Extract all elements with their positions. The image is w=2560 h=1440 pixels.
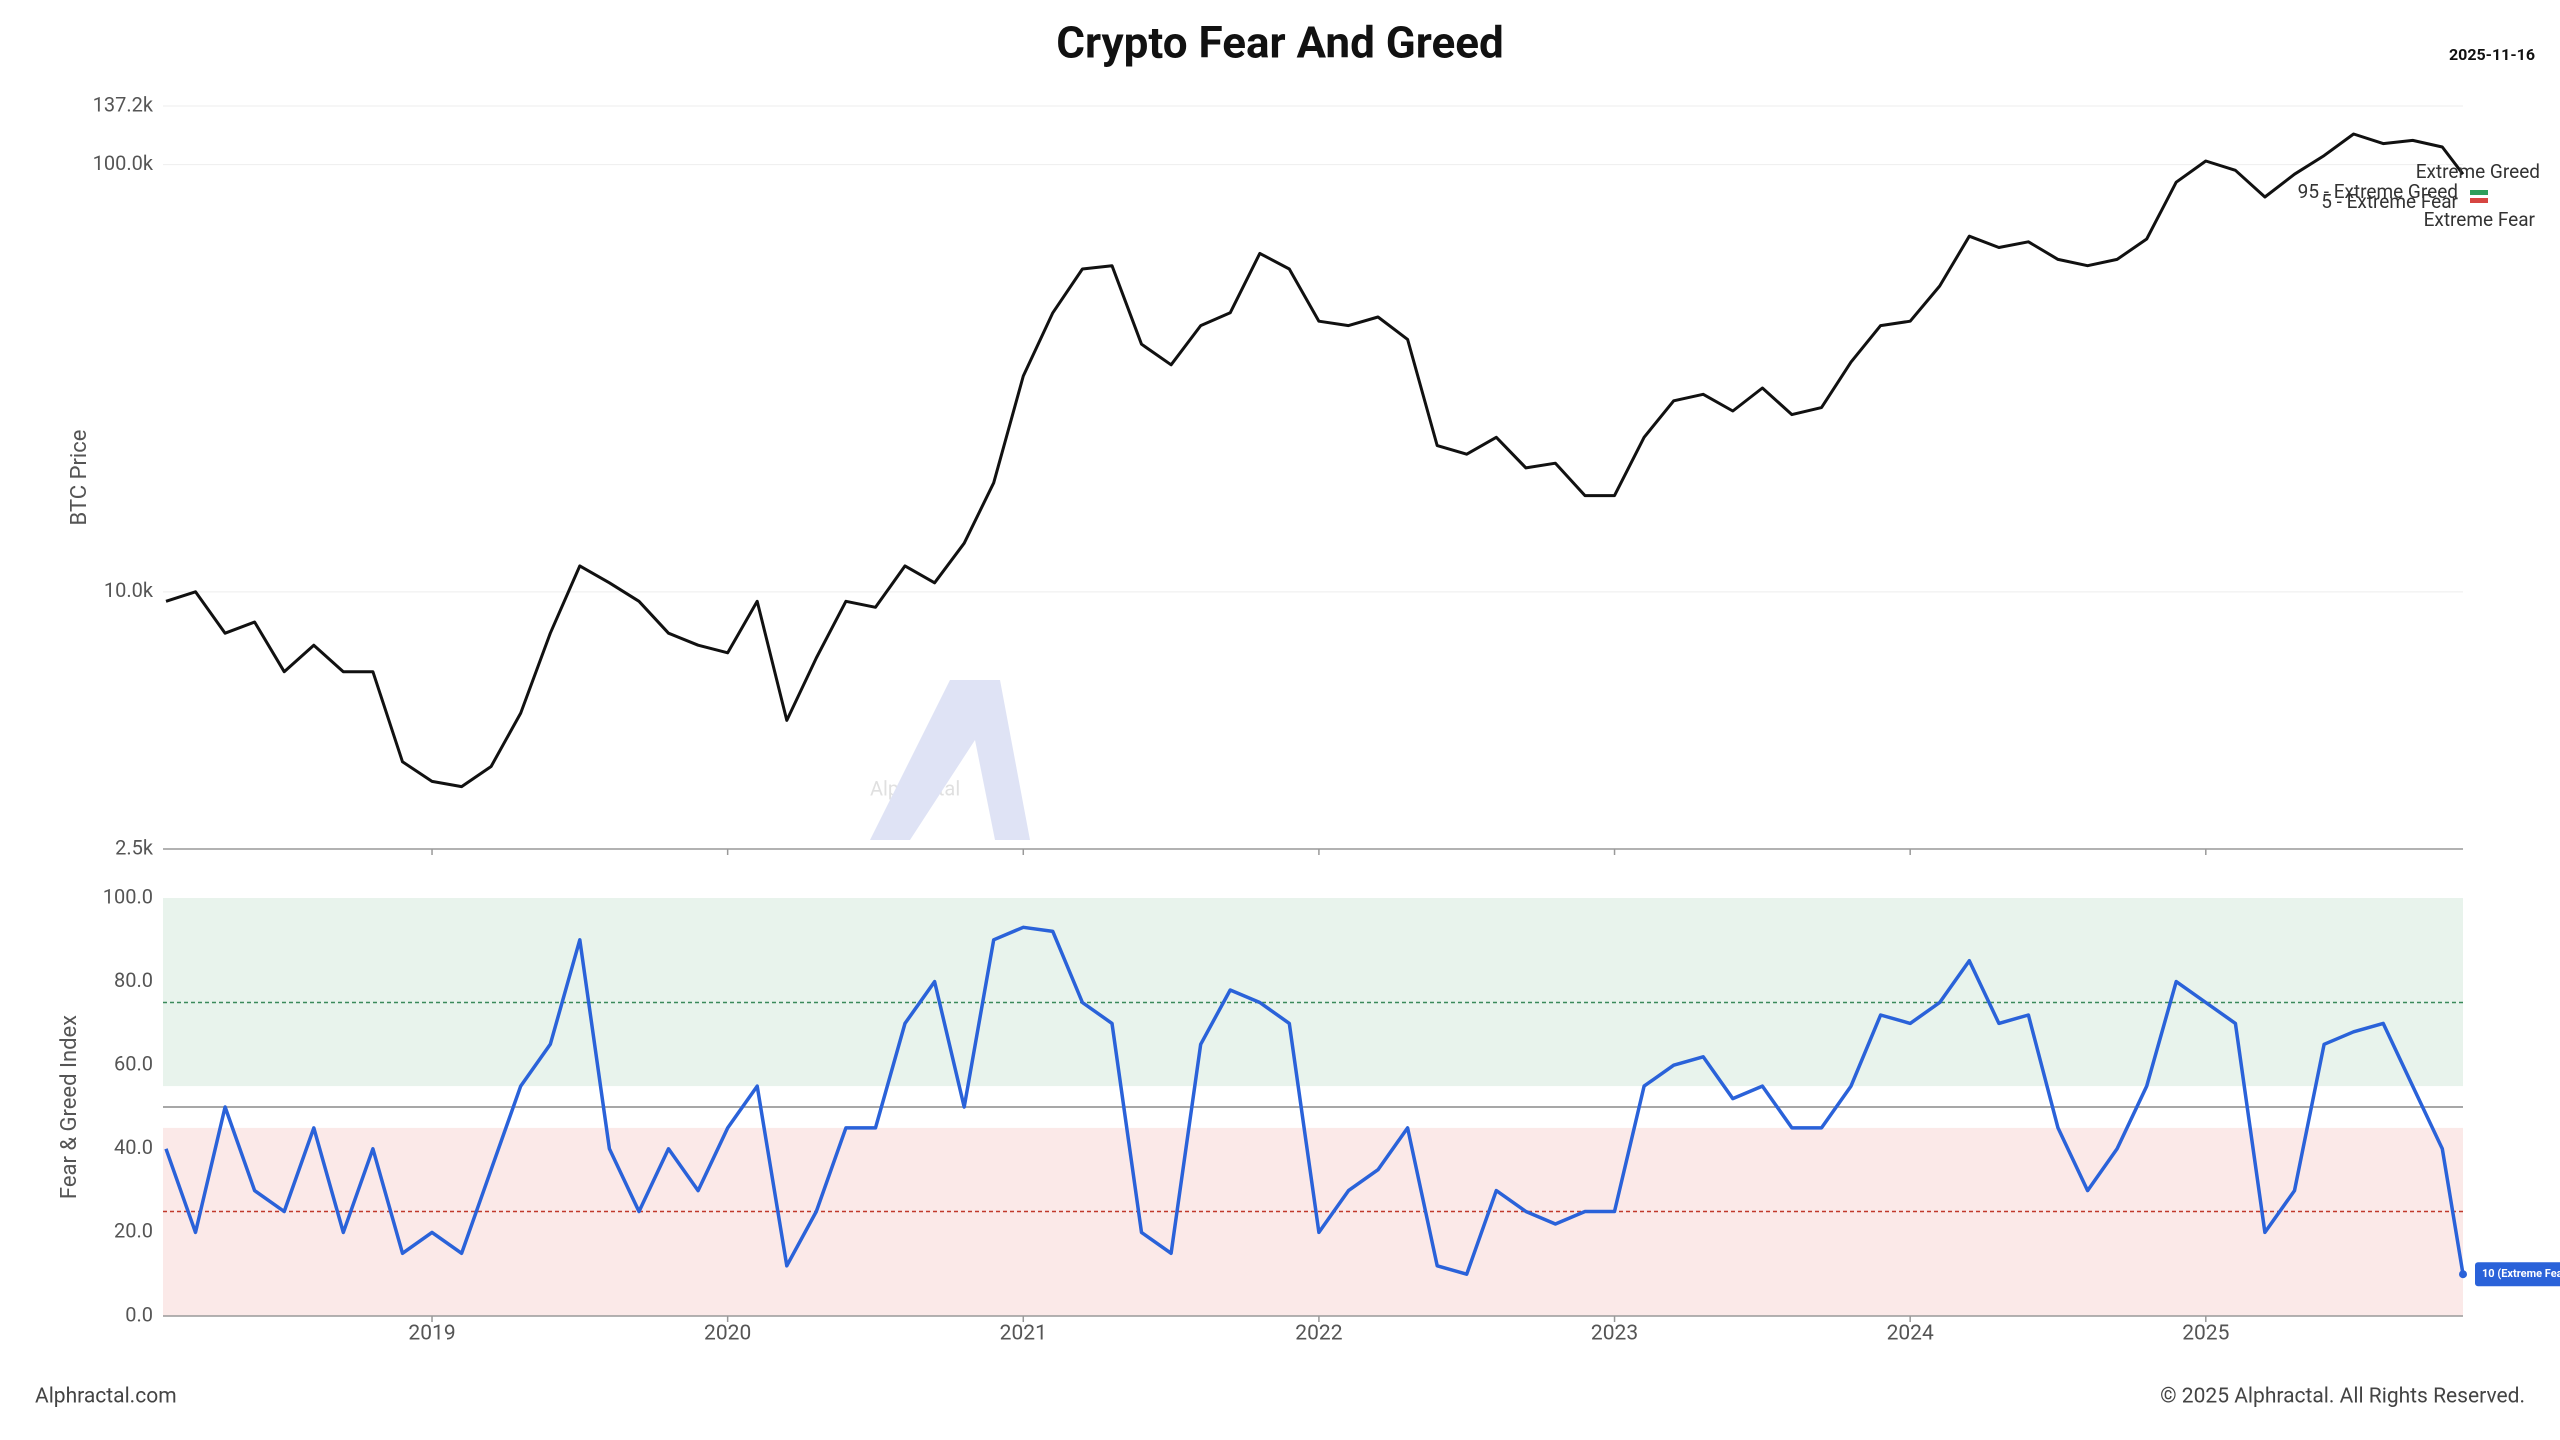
y-axis-label: BTC Price (67, 430, 92, 526)
y-tick-label: 137.2k (93, 92, 154, 116)
data-line (165, 132, 2465, 789)
y-axis-label: Fear & Greed Index (57, 1015, 82, 1199)
last-value-label: 10 (Extreme Fear) (2482, 1267, 2560, 1280)
last-point (2459, 1270, 2467, 1279)
y-tick-label: 100.0 (103, 884, 153, 908)
x-tick-label: 2021 (1000, 1322, 1047, 1346)
annotation: 5 - Extreme Fear (2321, 190, 2458, 213)
y-tick-label: 2.5k (115, 835, 154, 859)
y-tick-label: 10.0k (104, 578, 154, 602)
zone (163, 1127, 2463, 1316)
y-tick-label: 0.0 (125, 1302, 153, 1326)
last-value-badge (2475, 1262, 2560, 1287)
y-tick-label: 80.0 (114, 968, 153, 992)
data-line (164, 925, 2465, 1276)
y-tick-label: 60.0 (114, 1051, 153, 1075)
x-tick-label: 2023 (1591, 1322, 1638, 1346)
x-tick-label: 2025 (2182, 1322, 2229, 1346)
x-tick-label: 2020 (704, 1322, 751, 1346)
annotation: Extreme Fear (2424, 208, 2536, 231)
footer-left: Alphractal.com (35, 1385, 177, 1409)
y-tick-label: 40.0 (114, 1135, 153, 1159)
annotation: Extreme Greed (2416, 160, 2540, 183)
y-tick-label: 20.0 (114, 1219, 153, 1243)
y-tick-label: 100.0k (93, 151, 154, 175)
annotation: 95 - Extreme Greed (2298, 180, 2458, 203)
x-tick-label: 2022 (1295, 1322, 1342, 1346)
x-tick-label: 2019 (408, 1322, 455, 1346)
chart-title: Crypto Fear And Greed (1056, 17, 1504, 69)
zone (163, 898, 2463, 1087)
greed-swatch (2470, 190, 2488, 195)
footer-right: © 2025 Alphractal. All Rights Reserved. (2160, 1385, 2525, 1409)
watermark-logo (870, 680, 1030, 840)
date: 2025-11-16 (2449, 45, 2535, 64)
fear-swatch (2470, 198, 2488, 203)
x-tick-label: 2024 (1887, 1322, 1934, 1346)
